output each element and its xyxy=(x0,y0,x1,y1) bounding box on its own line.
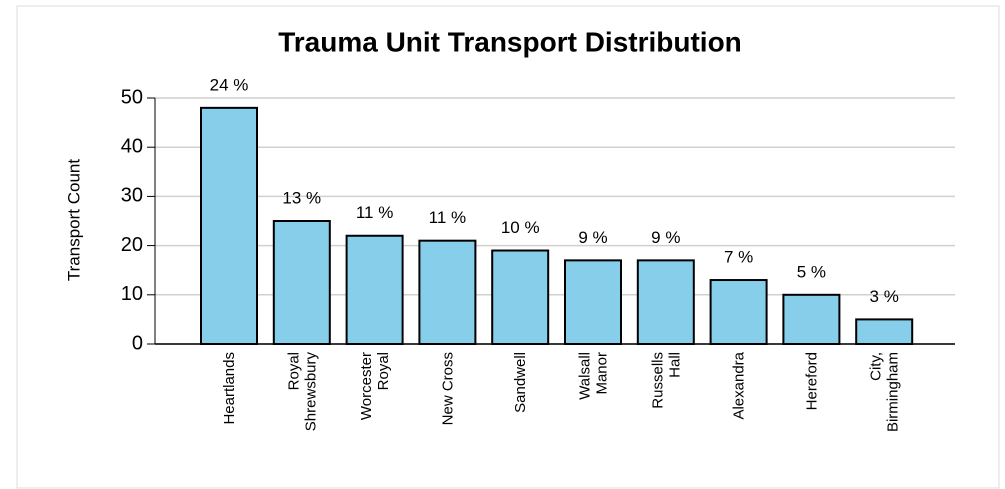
percent-label: 10 % xyxy=(501,218,540,237)
bar xyxy=(636,259,695,345)
y-tick-label: 0 xyxy=(132,332,143,354)
percent-label: 13 % xyxy=(282,188,321,207)
y-tick-label: 30 xyxy=(121,185,143,207)
x-tick-label: Sandwell xyxy=(512,352,529,413)
bar xyxy=(564,259,622,345)
bar xyxy=(200,106,258,345)
x-tick-label: WorcesterRoyal xyxy=(358,352,392,420)
frame xyxy=(16,5,1000,489)
x-tick-label: Hereford xyxy=(803,352,820,410)
x-tick-label: RussellsHall xyxy=(649,352,683,409)
bar xyxy=(709,279,768,346)
y-axis-title: Transport Count xyxy=(64,159,83,281)
bar xyxy=(418,239,477,345)
percent-label: 7 % xyxy=(724,248,753,267)
y-tick-label: 50 xyxy=(121,86,143,108)
percent-label: 9 % xyxy=(651,228,680,247)
percent-label: 11 % xyxy=(429,208,467,227)
bar xyxy=(491,249,550,346)
bar xyxy=(345,234,404,345)
percent-label: 24 % xyxy=(210,75,249,94)
y-tick-label: 10 xyxy=(121,283,143,305)
percent-label: 11 % xyxy=(356,203,394,222)
percent-label: 9 % xyxy=(578,228,607,247)
x-tick-label: Heartlands xyxy=(221,352,238,425)
x-tick-label: Alexandra xyxy=(731,351,748,419)
percent-label: 3 % xyxy=(870,287,899,306)
percent-label: 5 % xyxy=(797,262,826,281)
x-tick-label: RoyalShrewsbury xyxy=(285,352,319,432)
chart-title: Trauma Unit Transport Distribution xyxy=(278,26,742,57)
y-tick-label: 20 xyxy=(121,234,143,256)
y-tick-label: 40 xyxy=(121,135,143,157)
x-tick-label: New Cross xyxy=(439,352,456,425)
bar xyxy=(272,220,331,345)
bar xyxy=(855,318,914,345)
x-tick-label: City,Birmingham xyxy=(868,352,902,432)
x-tick-label: WalsallManor xyxy=(577,352,611,400)
bar xyxy=(782,293,841,345)
